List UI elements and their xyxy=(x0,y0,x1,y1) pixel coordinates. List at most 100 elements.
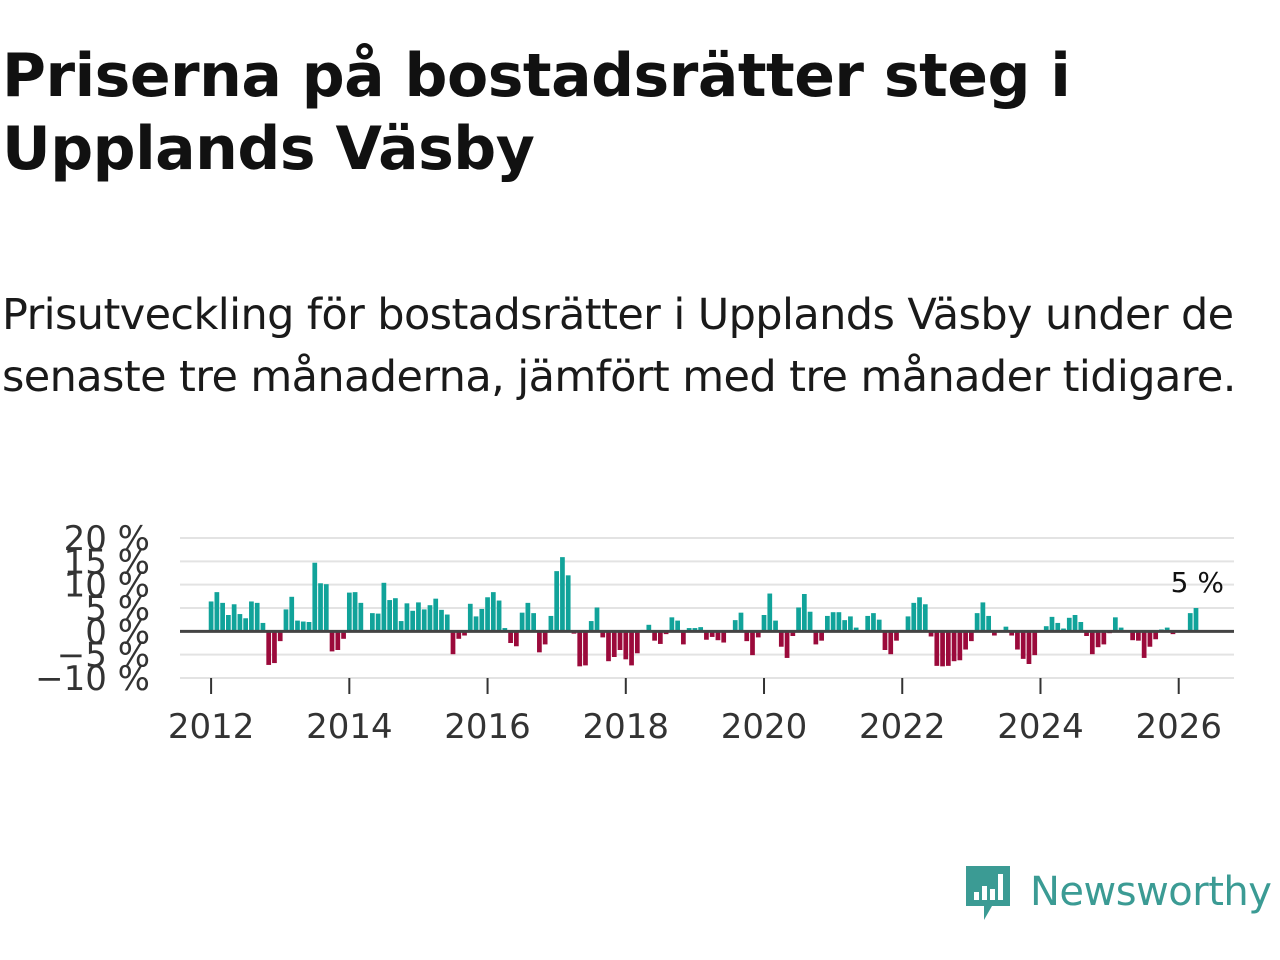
bar xyxy=(272,631,277,664)
bar xyxy=(778,631,784,647)
bar xyxy=(790,631,796,636)
bar xyxy=(1136,631,1141,641)
bar xyxy=(744,631,750,642)
x-tick-label: 2024 xyxy=(997,707,1084,740)
bar xyxy=(623,631,629,660)
bar xyxy=(1043,626,1049,632)
bar xyxy=(1164,627,1170,632)
bar xyxy=(980,602,986,632)
bar xyxy=(928,631,934,637)
y-tick-label: 5 % xyxy=(85,589,150,629)
bar xyxy=(289,596,295,632)
bar xyxy=(629,631,634,666)
bar xyxy=(421,609,427,632)
brand: Newsworthy xyxy=(962,862,1272,922)
bar xyxy=(675,620,680,632)
bar xyxy=(945,631,951,666)
x-tick-label: 2012 xyxy=(168,707,255,740)
bar xyxy=(646,624,652,632)
bar xyxy=(1003,626,1009,632)
bar xyxy=(807,611,813,632)
bar xyxy=(657,631,663,644)
bar xyxy=(1095,631,1101,648)
bar xyxy=(243,618,249,632)
bar xyxy=(508,631,513,643)
bar xyxy=(830,612,836,632)
bar xyxy=(957,631,963,661)
bar xyxy=(393,598,398,632)
y-tick-label: 10 % xyxy=(64,566,150,606)
bar xyxy=(565,575,571,632)
bar xyxy=(709,631,715,637)
bar xyxy=(761,615,767,632)
bar xyxy=(1112,617,1118,632)
bar xyxy=(439,609,444,632)
bar xyxy=(398,621,404,632)
bar xyxy=(231,604,237,632)
bar xyxy=(836,612,842,632)
bar xyxy=(611,631,617,657)
bar xyxy=(283,609,289,632)
bar xyxy=(1032,631,1038,656)
bar xyxy=(1066,617,1072,632)
x-tick-label: 2016 xyxy=(444,707,531,740)
bar xyxy=(894,631,899,641)
gridlines xyxy=(180,537,1234,679)
bar xyxy=(260,622,266,632)
bar xyxy=(513,631,519,647)
bar xyxy=(588,621,594,632)
bar xyxy=(433,598,439,632)
bar xyxy=(577,631,583,667)
bar xyxy=(519,612,525,632)
bar xyxy=(686,628,692,632)
bar xyxy=(606,631,611,662)
chart-subtitle: Prisutveckling för bostadsrätter i Uppla… xyxy=(2,290,1236,402)
bar xyxy=(963,631,968,650)
bar xyxy=(773,620,778,632)
bar xyxy=(992,631,997,636)
bar xyxy=(490,592,496,632)
bar xyxy=(888,631,894,655)
bar xyxy=(525,602,531,632)
bar xyxy=(266,631,272,665)
bar xyxy=(600,631,606,638)
bar xyxy=(940,631,945,667)
x-tick-label: 2022 xyxy=(859,707,946,740)
bar xyxy=(548,615,554,632)
bar xyxy=(813,631,819,645)
bar xyxy=(358,602,364,632)
bar xyxy=(583,631,588,666)
bar xyxy=(704,631,709,640)
brand-name: Newsworthy xyxy=(1030,869,1272,915)
x-tick-label: 2026 xyxy=(1135,707,1222,740)
bar xyxy=(905,616,911,632)
bar xyxy=(1072,615,1078,632)
bar xyxy=(784,631,790,658)
bar xyxy=(502,628,508,632)
bar xyxy=(876,619,882,632)
chart-title: Priserna på bostadsrätter steg i Uppland… xyxy=(2,41,1071,184)
bar xyxy=(496,600,502,632)
bar xyxy=(1193,608,1199,632)
bar xyxy=(715,631,721,641)
bar xyxy=(277,631,283,642)
bar xyxy=(1078,622,1084,632)
bar xyxy=(254,602,260,632)
bar xyxy=(721,631,727,643)
bar xyxy=(692,628,698,632)
bar xyxy=(1089,631,1095,655)
last-value-label: 5 % xyxy=(1171,566,1224,599)
bar xyxy=(381,582,387,632)
bar xyxy=(444,614,450,632)
bar xyxy=(220,602,225,632)
bar xyxy=(450,631,456,655)
bar xyxy=(485,597,490,632)
bar xyxy=(226,615,231,632)
bar xyxy=(329,631,335,652)
bar xyxy=(617,631,623,650)
bar xyxy=(462,631,467,636)
bar xyxy=(738,612,744,632)
bar xyxy=(479,608,485,632)
bar xyxy=(681,631,686,645)
bar xyxy=(1084,631,1089,636)
